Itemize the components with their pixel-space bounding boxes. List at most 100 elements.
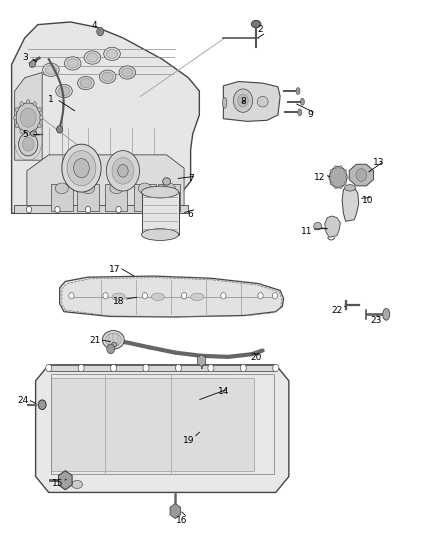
Ellipse shape: [257, 96, 268, 107]
Polygon shape: [27, 155, 184, 213]
Circle shape: [116, 206, 121, 213]
Ellipse shape: [223, 98, 227, 108]
Ellipse shape: [67, 59, 78, 68]
Circle shape: [238, 94, 248, 107]
Text: 22: 22: [331, 305, 343, 314]
Polygon shape: [325, 216, 340, 237]
Ellipse shape: [81, 183, 95, 193]
Ellipse shape: [45, 65, 57, 74]
Ellipse shape: [345, 184, 356, 191]
Circle shape: [143, 365, 149, 372]
Circle shape: [334, 185, 337, 189]
Polygon shape: [158, 184, 180, 211]
Circle shape: [22, 138, 34, 151]
Ellipse shape: [56, 84, 72, 98]
Circle shape: [258, 293, 263, 299]
Ellipse shape: [141, 229, 179, 240]
Circle shape: [329, 166, 347, 188]
Ellipse shape: [162, 177, 170, 185]
Ellipse shape: [55, 183, 68, 193]
Ellipse shape: [38, 400, 46, 409]
Text: 14: 14: [218, 387, 229, 396]
Ellipse shape: [64, 57, 81, 70]
Circle shape: [344, 169, 346, 173]
Polygon shape: [223, 82, 280, 122]
Circle shape: [69, 293, 74, 299]
Text: 16: 16: [176, 516, 187, 525]
Circle shape: [20, 102, 23, 106]
Circle shape: [208, 365, 214, 372]
Text: 11: 11: [300, 228, 312, 237]
Circle shape: [26, 206, 32, 213]
Text: 8: 8: [240, 97, 246, 106]
Text: 17: 17: [109, 265, 120, 273]
Text: 13: 13: [373, 158, 384, 167]
Circle shape: [272, 293, 278, 299]
Circle shape: [57, 126, 63, 133]
Circle shape: [20, 108, 36, 127]
Polygon shape: [14, 72, 42, 160]
Circle shape: [106, 151, 140, 191]
Text: 7: 7: [188, 174, 194, 183]
Circle shape: [26, 132, 30, 136]
Circle shape: [46, 365, 52, 372]
Circle shape: [67, 151, 96, 185]
Ellipse shape: [138, 183, 151, 193]
Ellipse shape: [112, 342, 117, 347]
Text: 12: 12: [314, 173, 325, 182]
Circle shape: [334, 165, 337, 168]
Ellipse shape: [99, 70, 116, 83]
Polygon shape: [106, 184, 127, 211]
Circle shape: [344, 182, 346, 185]
Ellipse shape: [191, 293, 204, 301]
Circle shape: [62, 144, 101, 192]
Ellipse shape: [78, 76, 94, 90]
Polygon shape: [51, 184, 73, 211]
Ellipse shape: [87, 53, 98, 62]
Ellipse shape: [29, 61, 35, 67]
Ellipse shape: [72, 480, 82, 488]
Circle shape: [173, 206, 178, 213]
Ellipse shape: [106, 333, 121, 346]
Circle shape: [330, 169, 332, 173]
Polygon shape: [342, 187, 359, 221]
Text: 1: 1: [48, 94, 54, 103]
Circle shape: [97, 27, 104, 36]
Ellipse shape: [251, 20, 261, 28]
Circle shape: [181, 293, 187, 299]
Circle shape: [38, 108, 41, 112]
Ellipse shape: [106, 50, 118, 59]
Text: 18: 18: [113, 296, 124, 305]
Text: 6: 6: [188, 210, 194, 219]
Ellipse shape: [383, 309, 390, 320]
Circle shape: [118, 165, 128, 177]
Circle shape: [110, 365, 117, 372]
Ellipse shape: [30, 131, 36, 136]
Circle shape: [356, 168, 367, 181]
Circle shape: [16, 103, 40, 133]
Circle shape: [339, 165, 342, 168]
Circle shape: [328, 175, 331, 179]
Circle shape: [39, 116, 43, 120]
Ellipse shape: [58, 86, 70, 95]
Ellipse shape: [162, 183, 175, 193]
Circle shape: [15, 108, 18, 112]
Polygon shape: [349, 164, 374, 186]
Circle shape: [339, 185, 342, 189]
Text: 4: 4: [92, 21, 97, 30]
Circle shape: [107, 344, 115, 354]
Ellipse shape: [80, 78, 92, 87]
Circle shape: [33, 102, 36, 106]
Ellipse shape: [314, 222, 321, 230]
Ellipse shape: [298, 109, 302, 116]
Circle shape: [78, 365, 84, 372]
Ellipse shape: [300, 98, 304, 105]
Polygon shape: [14, 205, 188, 213]
Polygon shape: [49, 365, 276, 371]
Ellipse shape: [296, 87, 300, 94]
Text: 23: 23: [371, 316, 382, 325]
Ellipse shape: [110, 183, 123, 193]
Circle shape: [38, 124, 41, 128]
Circle shape: [240, 365, 247, 372]
Polygon shape: [51, 378, 254, 471]
